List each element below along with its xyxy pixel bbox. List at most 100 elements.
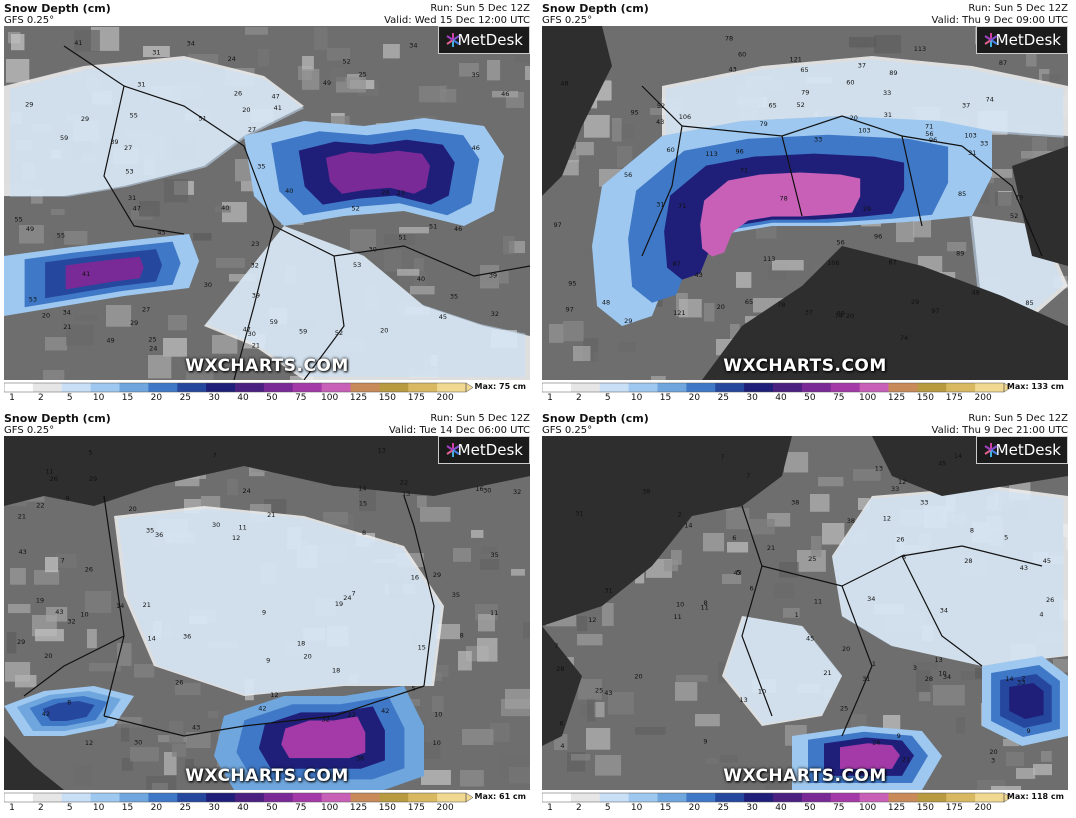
grid-value-label: 6 <box>732 534 736 542</box>
grid-value-label: 12 <box>232 534 240 542</box>
grid-value-label: 28 <box>964 557 972 565</box>
grid-value-label: 20 <box>44 652 52 660</box>
grid-value-label: 20 <box>304 652 312 660</box>
grid-value-label: 38 <box>847 517 855 525</box>
grid-value-label: 7 <box>213 451 217 459</box>
grid-value-label: 106 <box>679 113 691 121</box>
legend-swatch <box>570 793 601 802</box>
grid-value-label: 28 <box>556 665 564 673</box>
grid-value-label: 55 <box>130 111 138 119</box>
legend-tick-label: 50 <box>804 393 816 403</box>
legend-swatch <box>628 383 659 392</box>
grid-value-label: 87 <box>672 260 680 268</box>
country-border <box>901 555 983 667</box>
legend-max-label: Max: 61 cm <box>474 792 527 801</box>
grid-value-label: 22 <box>36 502 44 510</box>
grid-value-label: 43 <box>656 118 664 126</box>
grid-value-label: 11 <box>701 604 709 612</box>
grid-value-label: 47 <box>272 93 280 101</box>
legend-swatch <box>830 383 861 392</box>
grid-value-label: 42 <box>258 705 266 713</box>
model-label: GFS 0.25° <box>542 425 593 436</box>
grid-value-label: 11 <box>673 613 681 621</box>
legend-swatch <box>888 383 918 392</box>
model-label: GFS 0.25° <box>542 15 593 26</box>
grid-value-label: 8 <box>362 529 366 537</box>
grid-value-label: 20 <box>850 114 858 122</box>
grid-value-label: 78 <box>777 301 785 309</box>
grid-value-label: 21 <box>823 669 831 677</box>
grid-value-label: 11 <box>814 598 822 606</box>
grid-value-label: 32 <box>321 716 329 724</box>
legend-colorbar <box>542 382 1012 393</box>
logo-text: MetDesk <box>457 31 523 49</box>
grid-value-label: 35 <box>257 163 265 171</box>
map-canvas: 35 30 20 53 46 41 34 27 39 59 45 40 31 23 47 52 55 51 49 29… <box>4 26 530 380</box>
grid-value-label: 29 <box>89 475 97 483</box>
legend-tick-label: 1 <box>547 393 553 403</box>
legend-tick-label: 150 <box>916 803 934 813</box>
grid-value-label: 51 <box>429 223 437 231</box>
legend-tick-label: 20 <box>150 803 163 813</box>
legend-tick-label: 15 <box>121 393 134 403</box>
panel-title: Snow Depth (cm) <box>542 2 649 15</box>
grid-value-label: 34 <box>867 595 875 603</box>
watermark: WXCHARTS.COM <box>723 356 887 376</box>
grid-value-label: 29 <box>433 571 441 579</box>
legend-tick-label: 75 <box>833 393 845 403</box>
sea-area <box>1012 146 1068 266</box>
legend-swatch <box>715 383 745 392</box>
grid-value-label: 56 <box>624 171 632 179</box>
legend-swatch <box>61 793 92 802</box>
grid-value-label: 97 <box>566 305 574 313</box>
snow-depth-map: 28 33 20 21 26 38 43 45 34 31 25 12 13 11 14 10 9 8 7 6 5 4 3 2… <box>542 436 1068 790</box>
grid-value-label: 22 <box>348 711 356 719</box>
light-snow-area <box>832 489 1064 666</box>
grid-value-label: 7 <box>61 557 65 565</box>
legend-tick-label: 125 <box>887 803 906 813</box>
grid-value-label: 30 <box>134 739 142 747</box>
grid-value-label: 16 <box>411 574 419 582</box>
legend-swatch <box>801 793 832 802</box>
logo-text: MetDesk <box>995 31 1061 49</box>
grid-value-label: 29 <box>863 205 871 213</box>
legend-swatch <box>888 793 918 802</box>
valid-time-label: Valid: Wed 15 Dec 12:00 UTC <box>384 15 530 26</box>
legend-swatch <box>4 383 34 392</box>
grid-value-label: 32 <box>67 617 75 625</box>
grid-value-label: 25 <box>359 71 367 79</box>
run-label: Run: Sun 5 Dec 12Z <box>968 3 1068 14</box>
grid-value-label: 14 <box>954 452 962 460</box>
grid-value-label: 12 <box>898 478 906 486</box>
grid-value-label: 38 <box>642 488 650 496</box>
grid-value-label: 46 <box>454 225 462 233</box>
legend-tick-label: 50 <box>266 393 278 403</box>
legend-tick-label: 10 <box>92 803 105 813</box>
grid-value-label: 1 <box>872 660 876 668</box>
grid-value-label: 10 <box>938 670 946 678</box>
legend-swatch <box>744 383 774 392</box>
legend-tick-label: 40 <box>237 803 249 813</box>
legend-max-label: Max: 133 cm <box>1006 382 1064 391</box>
grid-value-label: 13 <box>934 656 942 664</box>
snow-depth-band <box>326 150 430 194</box>
legend-swatch <box>177 383 207 392</box>
valid-time-label: Valid: Thu 9 Dec 09:00 UTC <box>931 15 1069 26</box>
grid-value-label: 45 <box>806 634 814 642</box>
grid-value-label: 10 <box>758 688 766 696</box>
grid-value-label: 20 <box>842 645 850 653</box>
legend-ticks: 1 2 5 10 15 20 25 30 40 50 75 100 125 150 175 200 <box>542 803 1012 815</box>
grid-value-label: 11 <box>239 524 247 532</box>
sea-area <box>542 436 792 626</box>
grid-value-label: 14 <box>358 485 366 493</box>
legend-tick-label: 25 <box>179 803 192 813</box>
grid-value-label: 96 <box>736 147 744 155</box>
grid-value-label: 49 <box>106 337 114 345</box>
grid-value-label: 78 <box>725 35 733 43</box>
legend-swatch <box>235 793 265 802</box>
grid-value-label: 7 <box>352 590 356 598</box>
legend-tick-label: 5 <box>66 803 73 813</box>
color-legend: 1 2 5 10 15 20 25 30 40 50 75 100 125 150 175 200 Max: 1… <box>542 382 1068 406</box>
grid-value-label: 5 <box>412 685 416 693</box>
legend-tick-label: 40 <box>775 393 787 403</box>
